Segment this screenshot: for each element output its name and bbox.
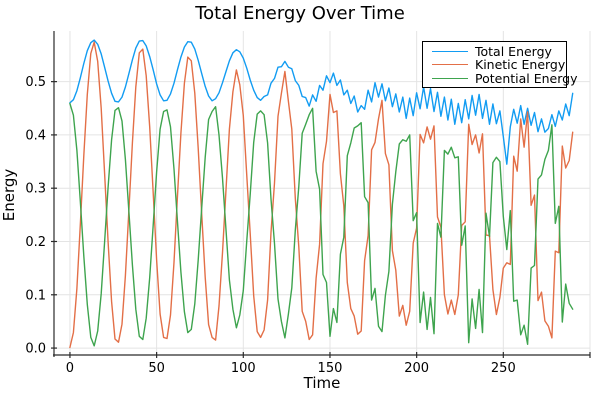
x-tick-label: 50 — [148, 361, 165, 376]
y-axis-label: Energy — [0, 168, 18, 222]
legend: Total Energy Kinetic Energy Potential En… — [422, 41, 578, 88]
x-tick-label: 250 — [491, 361, 516, 376]
series-lines — [69, 39, 574, 349]
legend-entry-total-energy: Total Energy — [423, 43, 566, 59]
y-tick-label: 0.0 — [25, 342, 46, 357]
legend-label: Potential Energy — [475, 70, 578, 86]
series-line-total-energy — [69, 39, 574, 165]
legend-line-sample-potential-icon — [432, 77, 468, 79]
legend-entry-potential-energy: Potential Energy — [423, 71, 578, 86]
y-tick-label: 0.5 — [25, 75, 46, 90]
y-tick-label: 0.4 — [25, 128, 46, 143]
x-axis-label: Time — [303, 374, 341, 392]
axes — [51, 31, 591, 358]
tick-labels: 0 50 100 150 200 250 0.0 0.1 0.2 0.3 0.4 0.5 — [25, 75, 515, 376]
legend-line-sample-total-icon — [432, 50, 468, 52]
x-tick-label: 200 — [404, 361, 429, 376]
legend-label: Total Energy — [475, 43, 552, 59]
legend-line-sample-kinetic-icon — [432, 64, 468, 65]
series-line-potential-energy — [69, 102, 574, 347]
chart-title: Total Energy Over Time — [195, 3, 405, 24]
x-tick-label: 0 — [66, 361, 74, 376]
x-tick-label: 150 — [318, 361, 343, 376]
legend-label: Kinetic Energy — [475, 57, 566, 72]
x-tick-label: 100 — [231, 361, 256, 376]
y-tick-label: 0.1 — [25, 288, 46, 303]
y-tick-label: 0.3 — [25, 182, 46, 197]
y-tick-label: 0.2 — [25, 235, 46, 250]
legend-entry-kinetic-energy: Kinetic Energy — [423, 57, 566, 72]
